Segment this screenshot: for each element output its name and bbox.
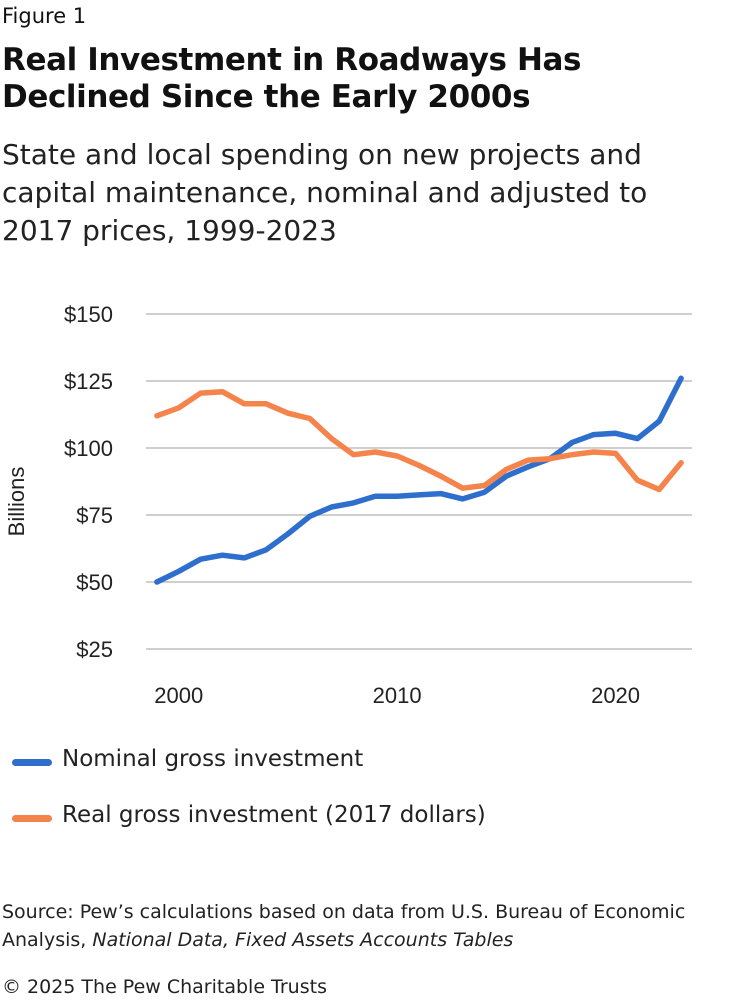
y-tick-label: $100	[64, 436, 113, 461]
x-axis-ticks: 2000 2010 2020	[154, 683, 640, 708]
source-note: Source: Pew’s calculations based on data…	[2, 898, 722, 954]
source-dataset-title: National Data, Fixed Assets Accounts Tab…	[92, 929, 514, 951]
legend-item-nominal: Nominal gross investment	[12, 744, 712, 800]
chart-title: Real Investment in Roadways Has Declined…	[2, 42, 582, 115]
legend-swatch-real	[12, 815, 52, 822]
series-line-real	[154, 388, 684, 493]
copyright: © 2025 The Pew Charitable Trusts	[2, 976, 327, 998]
y-tick-label: $50	[76, 570, 113, 595]
x-tick-label: 2000	[154, 683, 203, 708]
legend: Nominal gross investment Real gross inve…	[12, 744, 712, 856]
y-axis-label: Billions	[4, 467, 29, 537]
legend-label-real: Real gross investment (2017 dollars)	[62, 802, 486, 828]
legend-swatch-nominal	[12, 759, 52, 766]
y-axis-ticks: $25 $50 $75 $100 $125 $150	[64, 302, 113, 662]
x-tick-label: 2010	[373, 683, 422, 708]
series-line-nominal	[154, 375, 684, 585]
gridlines	[146, 313, 692, 650]
legend-item-real: Real gross investment (2017 dollars)	[12, 800, 712, 856]
chart-subtitle: State and local spending on new projects…	[2, 138, 648, 247]
line-chart: $25 $50 $75 $100 $125 $150 2000 2010 2020 Billi…	[4, 302, 692, 708]
source-text: Source: Pew’s calculations based on data…	[2, 901, 686, 951]
y-tick-label: $125	[64, 369, 113, 394]
series-lines	[154, 375, 684, 585]
y-tick-label: $25	[76, 637, 113, 662]
figure-label: Figure 1	[2, 4, 87, 28]
y-tick-label: $150	[64, 302, 113, 327]
y-tick-label: $75	[76, 503, 113, 528]
x-tick-label: 2020	[591, 683, 640, 708]
legend-label-nominal: Nominal gross investment	[62, 746, 364, 772]
